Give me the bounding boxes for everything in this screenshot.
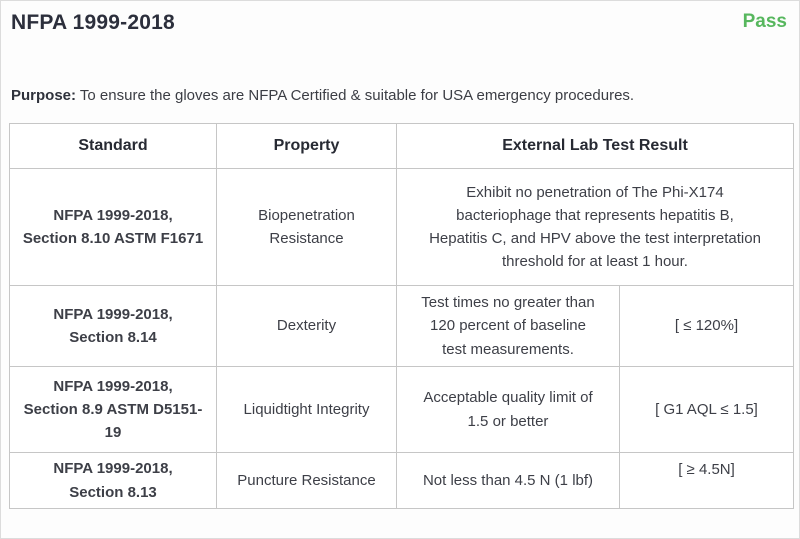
- purpose-label: Purpose:: [11, 87, 77, 104]
- table-row-dexterity: NFPA 1999-2018, Section 8.14 Dexterity T…: [9, 285, 794, 367]
- result-cell: Not less than 4.5 N (1 lbf): [396, 452, 620, 509]
- property-cell: Liquidtight Integrity: [216, 366, 397, 453]
- purpose-text: To ensure the gloves are NFPA Certified …: [79, 87, 635, 104]
- table-header-row: Standard Property External Lab Test Resu…: [9, 123, 794, 169]
- test-results-table: Standard Property External Lab Test Resu…: [9, 123, 794, 509]
- table-row-puncture-resistance: NFPA 1999-2018, Section 8.13 Puncture Re…: [9, 452, 794, 509]
- column-header-property: Property: [216, 123, 397, 169]
- property-cell: Biopenetration Resistance: [216, 168, 397, 286]
- criterion-cell: [ G1 AQL ≤ 1.5]: [619, 366, 794, 453]
- status-badge: Pass: [742, 11, 787, 32]
- property-cell: Puncture Resistance: [216, 452, 397, 509]
- standard-cell: NFPA 1999-2018, Section 8.10 ASTM F1671: [9, 168, 217, 286]
- property-cell: Dexterity: [216, 285, 397, 367]
- column-header-external-lab-test-result: External Lab Test Result: [396, 123, 794, 169]
- page-title: NFPA 1999-2018: [11, 11, 175, 34]
- result-cell: Exhibit no penetration of The Phi-X174 b…: [396, 168, 794, 286]
- standard-cell: NFPA 1999-2018, Section 8.13: [9, 452, 217, 509]
- result-cell: Acceptable quality limit of 1.5 or bette…: [396, 366, 620, 453]
- criterion-cell: [ ≤ 120%]: [619, 285, 794, 367]
- criterion-cell: [ ≥ 4.5N]: [619, 452, 794, 509]
- standard-cell: NFPA 1999-2018, Section 8.9 ASTM D5151- …: [9, 366, 217, 453]
- purpose-line: Purpose: To ensure the gloves are NFPA C…: [11, 87, 789, 104]
- table-row-liquidtight-integrity: NFPA 1999-2018, Section 8.9 ASTM D5151- …: [9, 366, 794, 453]
- table-row-biopenetration: NFPA 1999-2018, Section 8.10 ASTM F1671 …: [9, 168, 794, 286]
- report-header: NFPA 1999-2018 Pass: [11, 11, 789, 35]
- result-cell: Test times no greater than 120 percent o…: [396, 285, 620, 367]
- column-header-standard: Standard: [9, 123, 217, 169]
- standard-cell: NFPA 1999-2018, Section 8.14: [9, 285, 217, 367]
